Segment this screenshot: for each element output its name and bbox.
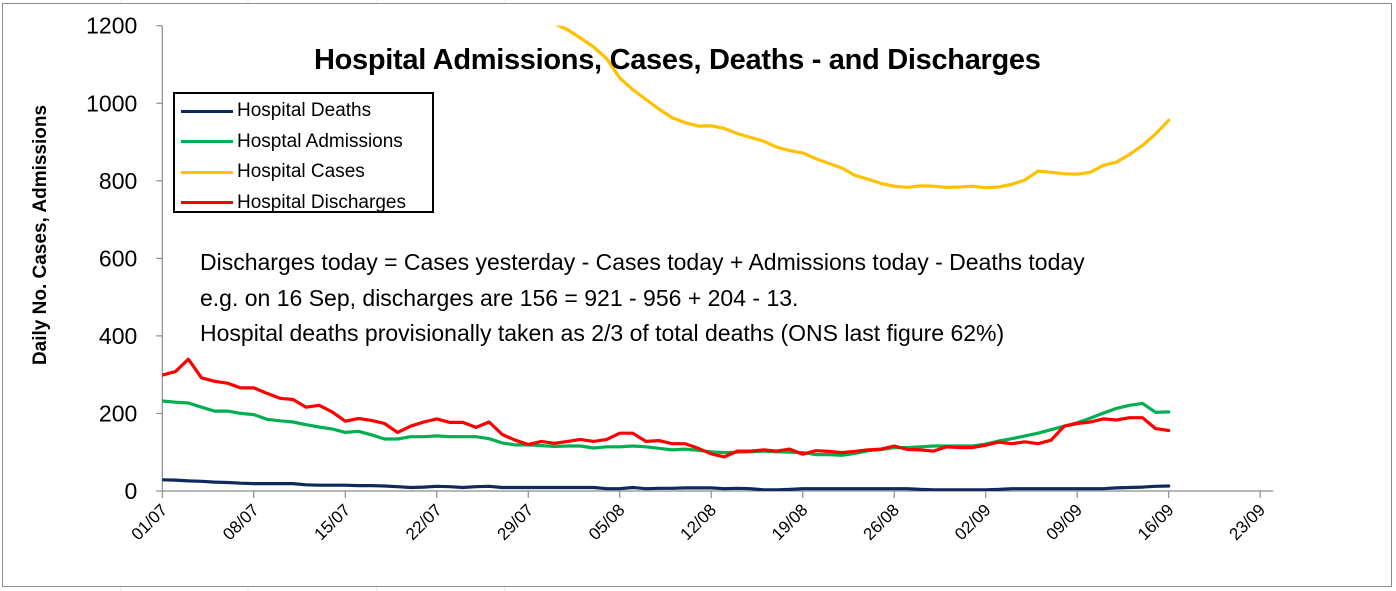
legend-label: Hospital Cases [237, 161, 365, 183]
y-tick-label: 1000 [86, 90, 137, 116]
x-tick-label: 09/09 [1043, 500, 1087, 544]
x-tick-label: 19/08 [768, 500, 812, 544]
y-tick-label: 0 [125, 478, 138, 504]
legend-label: Hospital Discharges [237, 191, 406, 213]
x-tick-label: 05/08 [585, 500, 629, 544]
legend-swatch-admissions [181, 140, 233, 144]
series-line-hospital-discharges [162, 357, 1171, 459]
y-tick-label: 1200 [86, 13, 137, 39]
x-tick-label: 22/07 [402, 500, 446, 544]
x-tick-label: 15/07 [311, 500, 355, 544]
legend-label: Hospital Deaths [237, 100, 372, 122]
y-tick-label: 200 [99, 400, 137, 426]
legend[interactable]: Hospital Deaths Hosptal Admissions Hospi… [173, 92, 434, 213]
series-line-hospital-deaths [162, 478, 1171, 491]
series-line-hospital-cases [554, 25, 1171, 190]
x-tick-label: 02/09 [951, 500, 995, 544]
series-group [162, 25, 1171, 491]
x-tick-label: 16/09 [1134, 500, 1178, 544]
legend-item-discharges: Hospital Discharges [181, 188, 432, 219]
y-tick-label: 800 [99, 168, 137, 194]
chart-title: Hospital Admissions, Cases, Deaths - and… [314, 44, 1041, 76]
legend-item-admissions: Hosptal Admissions [181, 127, 432, 158]
x-tick-label: 23/09 [1225, 500, 1269, 544]
x-tick-label: 12/08 [677, 500, 721, 544]
annotation-text: Discharges today = Cases yesterday - Cas… [200, 245, 1085, 352]
x-tick-label: 29/07 [494, 500, 538, 544]
annotation-deaths-note: Hospital deaths provisionally taken as 2… [200, 320, 1005, 346]
x-tick-label: 08/07 [219, 500, 263, 544]
x-tick-label: 26/08 [860, 500, 904, 544]
y-axis-label: Daily No. Cases, Admissions [30, 104, 51, 366]
series-line-hosptal-admissions [162, 399, 1171, 457]
annotation-formula: Discharges today = Cases yesterday - Cas… [200, 249, 1085, 275]
legend-swatch-deaths [181, 109, 233, 113]
y-tick-label: 400 [99, 323, 137, 349]
legend-item-cases: Hospital Cases [181, 157, 432, 188]
annotation-example: e.g. on 16 Sep, discharges are 156 = 921… [200, 284, 799, 311]
y-tick-label: 600 [99, 245, 137, 271]
x-tick-label: 01/07 [128, 500, 172, 544]
legend-swatch-discharges [181, 201, 233, 205]
legend-swatch-cases [181, 170, 233, 174]
legend-label: Hosptal Admissions [237, 130, 403, 152]
legend-item-deaths: Hospital Deaths [181, 96, 432, 127]
